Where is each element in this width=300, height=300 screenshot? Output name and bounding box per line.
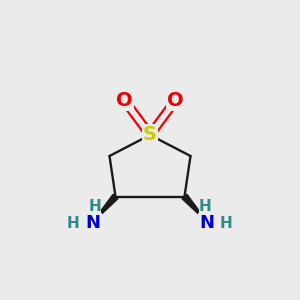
Text: H: H xyxy=(220,216,233,231)
Text: N: N xyxy=(200,214,214,232)
Polygon shape xyxy=(182,194,208,224)
Text: H: H xyxy=(88,199,101,214)
Text: O: O xyxy=(116,91,133,110)
Text: N: N xyxy=(85,214,100,232)
Text: H: H xyxy=(199,199,212,214)
Text: S: S xyxy=(143,125,157,145)
Text: H: H xyxy=(67,216,80,231)
Polygon shape xyxy=(92,194,118,224)
Text: O: O xyxy=(167,91,184,110)
